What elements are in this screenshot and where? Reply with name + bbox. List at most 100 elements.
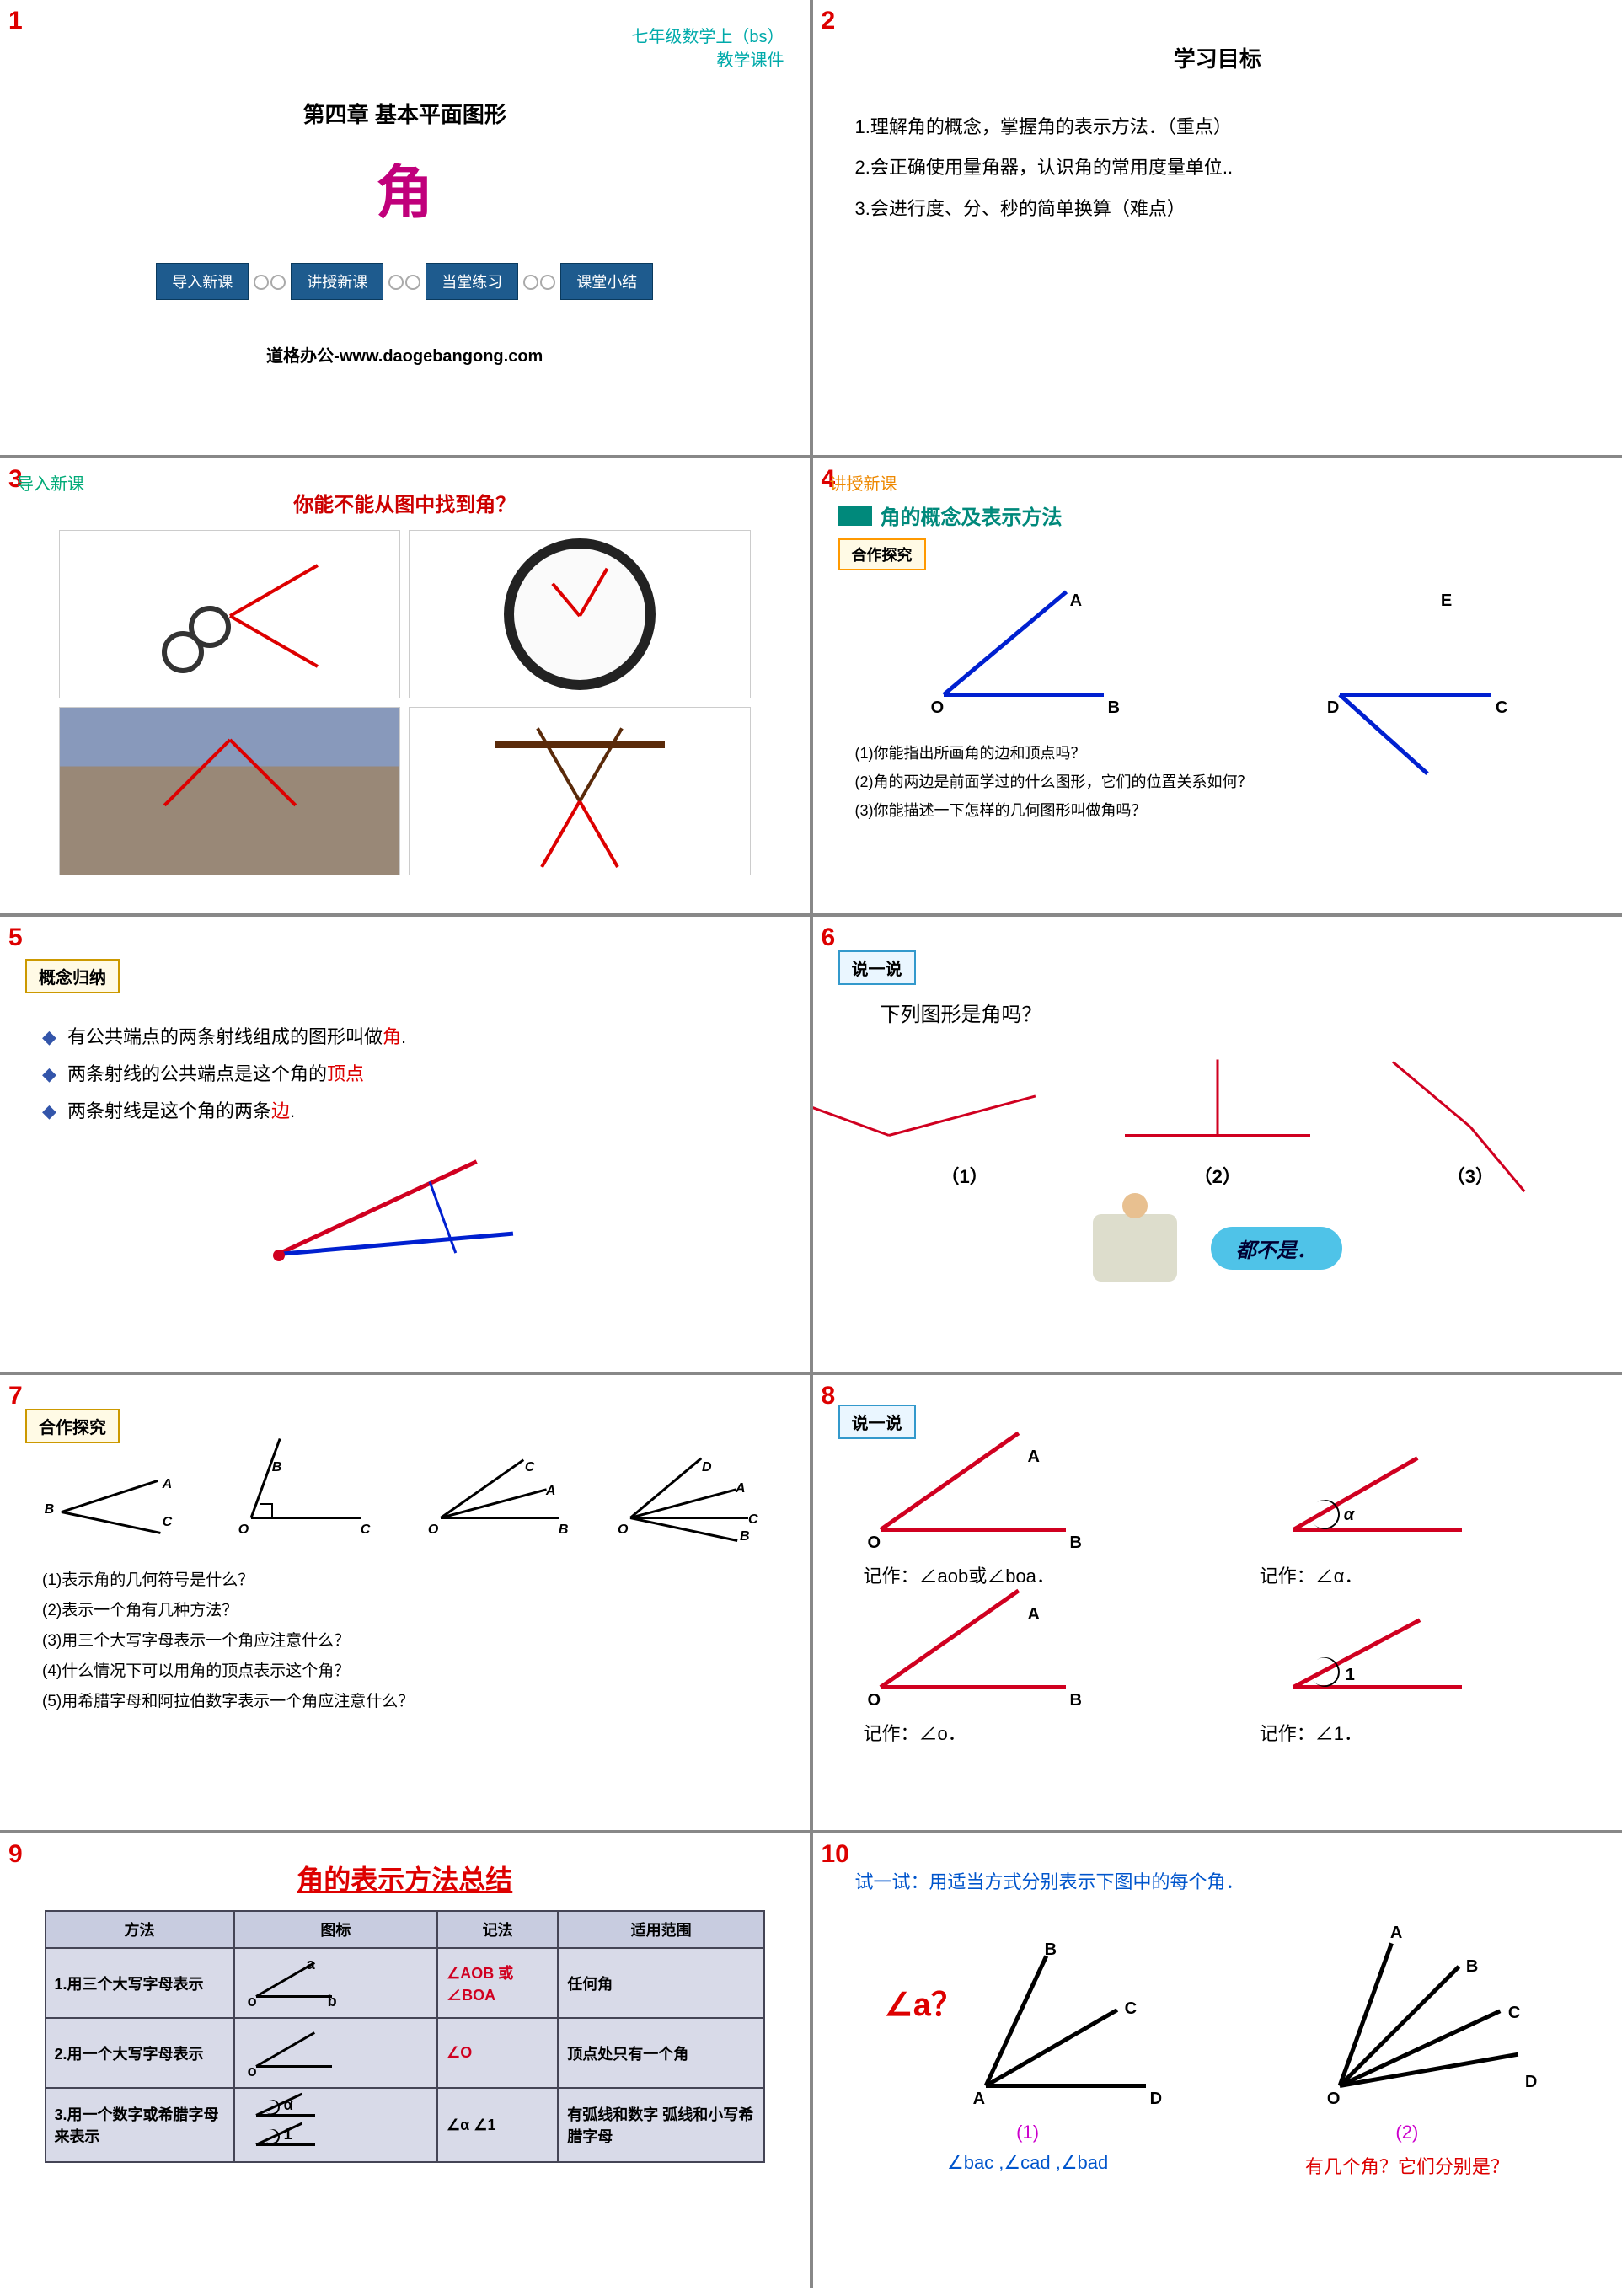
nav-bar: 导入新课 讲授新课 当堂练习 课堂小结 [25, 263, 784, 300]
diag-2: B O C [226, 1460, 394, 1544]
figure-1: ∠a？ A B C D (1) ∠bac ,∠cad ,∠bad [876, 1911, 1180, 2179]
q3: (3)你能描述一下怎样的几何图形叫做角吗？ [855, 796, 1598, 825]
explore-box: 合作探究 [838, 538, 926, 570]
nav-summary[interactable]: 课堂小结 [560, 263, 653, 300]
objectives-title: 学习目标 [838, 42, 1598, 73]
section-header: 角的概念及表示方法 [838, 500, 1598, 530]
objective-2: 2.会正确使用量角器，认识角的常用度量单位.. [855, 147, 1598, 188]
explore-box: 合作探究 [25, 1409, 120, 1443]
bar-icon [838, 506, 872, 526]
question-text: 你能不能从图中找到角？ [25, 488, 784, 517]
q5: (5)用希腊字母和阿拉伯数字表示一个角应注意什么？ [42, 1687, 784, 1717]
cell-notation: ∠α ∠1 [437, 2088, 558, 2162]
slide-number: 7 [8, 1382, 23, 1410]
fig-1: （1） [855, 1044, 1074, 1189]
figure-row: （1） （2） （3） [838, 1044, 1598, 1189]
concept-box: 概念归纳 [25, 959, 120, 993]
main-title: 角 [25, 146, 784, 229]
slide-1: 1 七年级数学上（bs） 教学课件 第四章 基本平面图形 角 导入新课 讲授新课… [0, 0, 810, 455]
cell-method: 3.用一个数字或希腊字母来表示 [46, 2088, 234, 2162]
cell-method: 1.用三个大写字母表示 [46, 1948, 234, 2018]
slide-2: 2 学习目标 1.理解角的概念，掌握角的表示方法．（重点） 2.会正确使用量角器… [813, 0, 1622, 455]
question-list: (1)你能指出所画角的边和顶点吗？ (2)角的两边是前面学过的什么图形，它们的位… [838, 739, 1598, 826]
nav-teach[interactable]: 讲授新课 [291, 263, 383, 300]
concept-1: 有公共端点的两条射线组成的图形叫做角. [42, 1019, 784, 1056]
one-label: 1 [1346, 1666, 1355, 1685]
scissors-image [59, 530, 400, 698]
table-title: 角的表示方法总结 [25, 1859, 784, 1897]
slide-5: 5 概念归纳 有公共端点的两条射线组成的图形叫做角. 两条射线的公共端点是这个角… [0, 917, 810, 1372]
diagram-row: A B C B O C C O A B D O A [25, 1460, 784, 1544]
try-question: 试一试：用适当方式分别表示下图中的每个角． [838, 1867, 1598, 1894]
question-text: 下列图形是角吗？ [881, 998, 1598, 1027]
alpha-label: α [1344, 1506, 1354, 1525]
label-b: B [1108, 698, 1120, 718]
answer-row: 都不是． [838, 1214, 1598, 1282]
row-2: 2.用一个大写字母表示 o ∠O 顶点处只有一个角 [46, 2018, 764, 2088]
cell-o: O A B 记作：∠o． [838, 1605, 1201, 1746]
cell-icon: α 1 [234, 2088, 438, 2162]
fig-label-1: （1） [855, 1162, 1074, 1189]
cell-alpha: α 记作：∠α． [1234, 1448, 1597, 1588]
summary-table: 方法 图标 记法 适用范围 1.用三个大写字母表示 a o b ∠AOB 或∠B… [45, 1910, 765, 2163]
slide-4: 4 讲授新课 角的概念及表示方法 合作探究 A O B E D C (1)你能指… [813, 458, 1622, 913]
section-tag: 导入新课 [17, 470, 84, 495]
link-icon [257, 280, 282, 283]
figure-row: ∠a？ A B C D (1) ∠bac ,∠cad ,∠bad O A B [838, 1911, 1598, 2179]
label-o: O [931, 698, 945, 718]
answer-2: 有几个角？它们分别是？ [1255, 2152, 1559, 2179]
angle-diagrams: A O B E D C [838, 587, 1598, 722]
talk-box: 说一说 [838, 1405, 916, 1439]
link-icon [392, 280, 417, 283]
cell-notation: ∠AOB 或∠BOA [437, 1948, 558, 2018]
cell-aob: O A B 记作：∠aob或∠boa． [838, 1448, 1201, 1588]
objective-3: 3.会进行度、分、秒的简单换算（难点） [855, 189, 1598, 229]
answer-badge: 都不是． [1211, 1227, 1342, 1270]
slide-number: 8 [822, 1382, 836, 1410]
row-1: 1.用三个大写字母表示 a o b ∠AOB 或∠BOA 任何角 [46, 1948, 764, 2018]
th-scope: 适用范围 [558, 1911, 764, 1948]
slide-3: 3 导入新课 你能不能从图中找到角？ [0, 458, 810, 913]
fig-label-3: （3） [1361, 1162, 1580, 1189]
slide-9: 9 角的表示方法总结 方法 图标 记法 适用范围 1.用三个大写字母表示 a o… [0, 1833, 810, 2288]
note-1: 记作：∠1． [1234, 1719, 1597, 1746]
nav-practice[interactable]: 当堂练习 [426, 263, 518, 300]
note-o: 记作：∠o． [838, 1719, 1201, 1746]
nav-intro[interactable]: 导入新课 [156, 263, 249, 300]
label-e: E [1441, 591, 1452, 611]
cell-scope: 顶点处只有一个角 [558, 2018, 764, 2088]
diag-3: C O A B [415, 1460, 584, 1544]
figure-2: O A B C D (2) 有几个角？它们分别是？ [1255, 1911, 1559, 2179]
q2: (2)角的两边是前面学过的什么图形，它们的位置关系如何？ [855, 768, 1598, 796]
qa-label: ∠a？ [885, 1978, 963, 2025]
slide-number: 10 [822, 1840, 849, 1869]
cell-method: 2.用一个大写字母表示 [46, 2018, 234, 2088]
concept-list: 有公共端点的两条射线组成的图形叫做角. 两条射线的公共端点是这个角的顶点 两条射… [25, 1019, 784, 1130]
header-line1: 七年级数学上（bs） [25, 25, 784, 49]
notation-grid: O A B 记作：∠aob或∠boa． α 记作：∠α． O A B [838, 1448, 1598, 1746]
angle-edc: E D C [1281, 587, 1534, 722]
row-3: 3.用一个数字或希腊字母来表示 α 1 ∠α ∠1 有弧线和数字 弧线和小写希腊… [46, 2088, 764, 2162]
section-tag: 讲授新课 [830, 470, 897, 495]
link-icon [527, 280, 552, 283]
concept-2: 两条射线的公共端点是这个角的顶点 [42, 1056, 784, 1093]
slide-8: 8 说一说 O A B 记作：∠aob或∠boa． α 记作：∠α． [813, 1375, 1622, 1830]
answer-1: ∠bac ,∠cad ,∠bad [876, 2152, 1180, 2174]
slide-number: 2 [822, 7, 836, 35]
concept-3: 两条射线是这个角的两条边. [42, 1093, 784, 1130]
label-a: A [1070, 591, 1082, 611]
th-icon: 图标 [234, 1911, 438, 1948]
label-d: D [1327, 698, 1339, 718]
q3: (3)用三个大写字母表示一个角应注意什么？ [42, 1626, 784, 1656]
label-c: C [1496, 698, 1507, 718]
th-notation: 记法 [437, 1911, 558, 1948]
angle-diagram [236, 1147, 573, 1273]
cell-scope: 有弧线和数字 弧线和小写希腊字母 [558, 2088, 764, 2162]
slide-number: 5 [8, 923, 23, 952]
th-method: 方法 [46, 1911, 234, 1948]
slide-number: 6 [822, 923, 836, 952]
sub-label-2: (2) [1255, 2122, 1559, 2143]
clock-image [409, 530, 750, 698]
fig-label-2: （2） [1108, 1162, 1327, 1189]
section-title: 角的概念及表示方法 [881, 500, 1063, 530]
